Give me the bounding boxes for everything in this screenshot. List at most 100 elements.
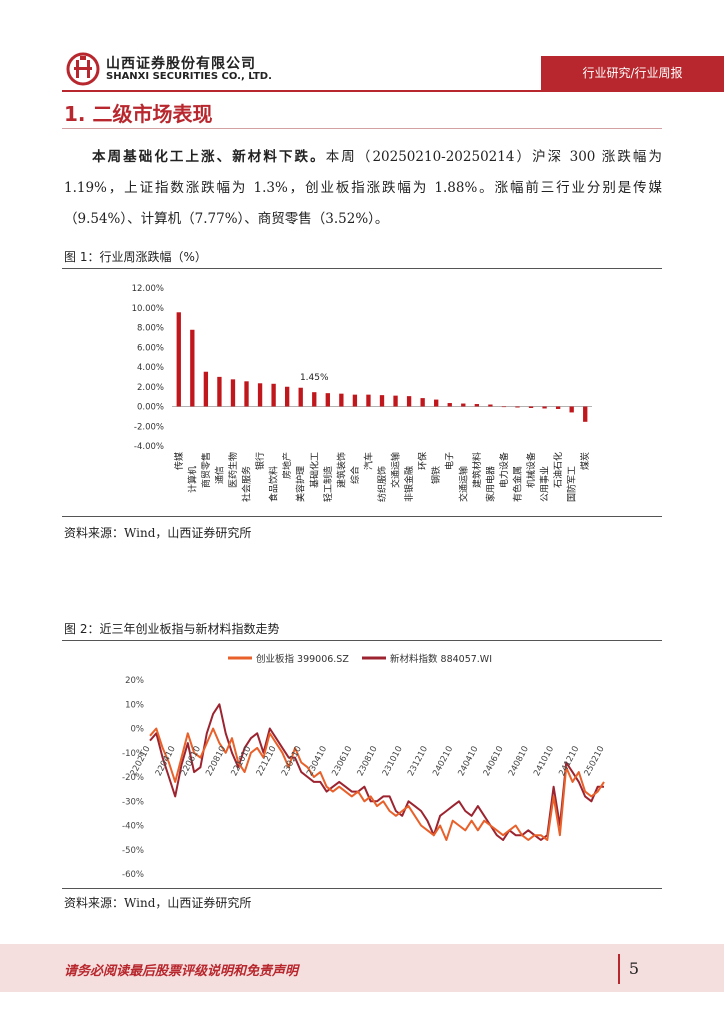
y-tick-label: 0.00% bbox=[137, 403, 164, 413]
bar-30 bbox=[583, 406, 588, 422]
y-tick-label: -4.00% bbox=[134, 442, 164, 452]
category-label: 社会服务 bbox=[241, 466, 253, 502]
legend-label: 创业板指 399006.SZ bbox=[256, 653, 349, 665]
bar-19 bbox=[434, 399, 439, 407]
y-tick-label: -2.00% bbox=[134, 422, 164, 432]
x-tick-label: 240610 bbox=[482, 745, 506, 778]
category-label: 传媒 bbox=[173, 452, 185, 470]
figure1-title: 图 1：行业周涨跌幅（%） bbox=[64, 250, 207, 264]
x-tick-label: 241010 bbox=[532, 745, 556, 778]
bar-18 bbox=[420, 398, 425, 407]
figure2-bottom-rule bbox=[62, 888, 662, 889]
category-label: 有色金属 bbox=[511, 466, 523, 502]
bar-27 bbox=[542, 406, 547, 409]
shanxi-securities-logo-icon bbox=[66, 52, 100, 86]
summary-paragraph: 本周基础化工上涨、新材料下跌。本周（20250210-20250214）沪深 3… bbox=[64, 142, 662, 235]
page-number: 5 bbox=[618, 954, 648, 984]
bar-7 bbox=[271, 383, 276, 407]
paragraph-body: 本周（20250210-20250214）沪深 300 涨跌幅为 1.19%，上… bbox=[64, 149, 662, 227]
bar-6 bbox=[257, 383, 263, 407]
bar-1 bbox=[190, 329, 195, 407]
x-tick-label: 240410 bbox=[456, 745, 480, 778]
industry-weekly-change-chart: 12.00% 10.00% 8.00% 6.00% 4.00% 2.00% 0.00% -2.… bbox=[132, 284, 592, 502]
paragraph-lead: 本周基础化工上涨、新材料下跌。 bbox=[92, 149, 326, 165]
bar-9 bbox=[298, 387, 303, 407]
bar-21 bbox=[461, 403, 466, 407]
x-tick-label: 230410 bbox=[305, 745, 329, 778]
category-label: 通信 bbox=[213, 466, 225, 484]
category-label: 交通运输 bbox=[457, 466, 469, 502]
y-tick-label: 0% bbox=[131, 725, 145, 735]
y-tick-label: 4.00% bbox=[137, 363, 164, 373]
bar-12 bbox=[339, 393, 344, 407]
y-tick-label: -40% bbox=[122, 822, 144, 832]
index-trend-chart: 创业板指 399006.SZ 新材料指数 884057.WI 20% 10% 0% -10… bbox=[122, 653, 607, 880]
page-header: 山西证券股份有限公司 SHANXI SECURITIES CO., LTD. 行… bbox=[0, 0, 724, 92]
legend-label: 新材料指数 884057.WI bbox=[390, 653, 492, 665]
series-line-1 bbox=[149, 703, 604, 841]
bar-13 bbox=[352, 394, 358, 407]
category-label: 交通运输 bbox=[390, 452, 402, 488]
y-tick-label: 6.00% bbox=[137, 343, 164, 353]
bar-14 bbox=[366, 394, 371, 407]
y-tick-label: 10.00% bbox=[132, 304, 164, 314]
category-label: 基础化工 bbox=[308, 452, 320, 488]
category-label: 房地产 bbox=[281, 452, 293, 479]
category-label: 银行 bbox=[254, 452, 266, 470]
category-label: 环保 bbox=[417, 452, 429, 470]
y-tick-label: 10% bbox=[125, 700, 144, 710]
report-type-tag: 行业研究/行业周报 bbox=[541, 56, 724, 90]
bar-17 bbox=[406, 396, 412, 407]
figure1-top-rule bbox=[62, 268, 662, 269]
category-label: 医药生物 bbox=[227, 452, 239, 488]
category-label: 综合 bbox=[349, 466, 361, 484]
bar-15 bbox=[379, 395, 385, 407]
bar-8 bbox=[284, 386, 290, 407]
bar-10 bbox=[312, 392, 317, 407]
bar-26 bbox=[528, 406, 534, 408]
category-label: 纺织服饰 bbox=[376, 466, 388, 502]
header-divider bbox=[62, 90, 724, 92]
y-tick-label: -20% bbox=[122, 773, 144, 783]
figure1-bottom-rule bbox=[62, 516, 662, 517]
x-tick-label: 230610 bbox=[330, 745, 354, 778]
category-label: 轻工制造 bbox=[322, 466, 334, 502]
category-label: 非银金融 bbox=[403, 466, 415, 502]
bar-24 bbox=[501, 406, 507, 408]
bar-11 bbox=[325, 393, 330, 407]
category-label: 机械设备 bbox=[525, 452, 537, 488]
y-tick-label: 2.00% bbox=[137, 383, 164, 393]
company-name-cn: 山西证券股份有限公司 bbox=[106, 56, 256, 72]
y-tick-label: -30% bbox=[122, 797, 144, 807]
category-label: 美容护理 bbox=[295, 466, 307, 502]
category-label: 电力设备 bbox=[498, 452, 510, 488]
bar-29 bbox=[569, 406, 574, 413]
category-label: 建筑装饰 bbox=[335, 452, 347, 488]
x-tick-label: 250210 bbox=[583, 745, 607, 778]
category-label: 钢铁 bbox=[430, 466, 442, 484]
x-tick-label: 220410 bbox=[154, 745, 178, 778]
category-label: 电子 bbox=[444, 452, 456, 470]
bar-20 bbox=[447, 403, 452, 407]
y-tick-label: -10% bbox=[122, 749, 144, 759]
category-label: 食品饮料 bbox=[268, 466, 280, 502]
section-divider bbox=[62, 128, 662, 129]
bar-2 bbox=[203, 371, 209, 407]
category-label: 石油石化 bbox=[552, 452, 564, 488]
bar-data-label: 1.45% bbox=[300, 373, 329, 383]
series-line-0 bbox=[149, 727, 605, 841]
x-tick-label: 230810 bbox=[356, 745, 380, 778]
section-title: 1. 二级市场表现 bbox=[64, 102, 213, 126]
figure2-source: 资料来源：Wind，山西证券研究所 bbox=[64, 896, 252, 910]
bar-16 bbox=[393, 395, 398, 407]
bar-28 bbox=[555, 406, 561, 409]
category-label: 商贸零售 bbox=[200, 452, 212, 488]
x-tick-label: 240810 bbox=[507, 745, 531, 778]
category-label: 煤炭 bbox=[579, 452, 591, 470]
category-label: 国防军工 bbox=[566, 466, 578, 502]
category-label: 建筑材料 bbox=[471, 452, 483, 488]
bar-4 bbox=[230, 379, 236, 407]
category-label: 公用事业 bbox=[539, 466, 551, 502]
x-tick-label: 240210 bbox=[431, 745, 455, 778]
x-tick-label: 231010 bbox=[381, 745, 405, 778]
